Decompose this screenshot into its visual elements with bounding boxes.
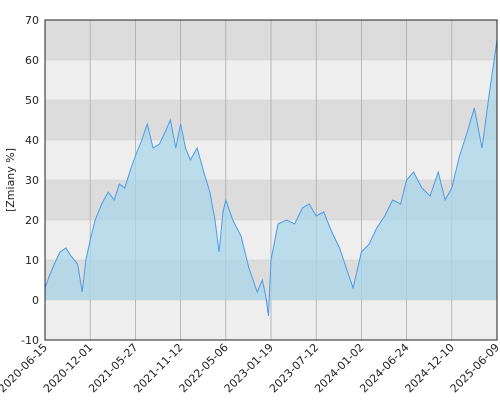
area	[45, 40, 497, 316]
y-axis-label: [Zmiany %]	[4, 148, 17, 212]
y-tick-label: 20	[25, 214, 39, 227]
y-tick-label: 70	[25, 14, 39, 27]
y-tick-label: 10	[25, 254, 39, 267]
y-tick-label: 40	[25, 134, 39, 147]
plot-frame	[44, 19, 498, 341]
y-tick-label: 30	[25, 174, 39, 187]
y-tick-label: 0	[32, 294, 39, 307]
line	[44, 39, 498, 317]
y-tick-label: -10	[21, 334, 39, 347]
y-tick-label: 60	[25, 54, 39, 67]
y-tick-label: 50	[25, 94, 39, 107]
